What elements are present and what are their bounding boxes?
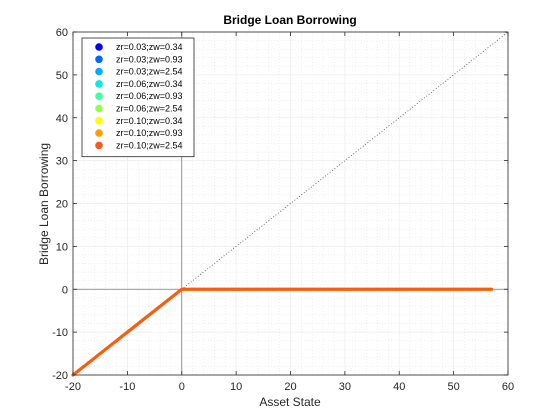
legend-entry: zr=0.03;zw=0.34 [116,42,183,52]
y-axis-ticks: -20 -10 0 10 20 30 40 50 60 [52,27,508,382]
x-axis-ticks: -20 -10 0 10 20 30 40 50 60 [65,32,514,393]
series-line [71,287,494,377]
legend-marker [95,55,103,64]
legend-marker [95,141,103,150]
legend-entry: zr=0.03;zw=0.93 [116,54,183,64]
y-tick-label: -20 [52,370,68,382]
y-tick-label: 10 [56,241,68,253]
x-tick-label: 40 [393,381,405,393]
legend-entry: zr=0.03;zw=2.54 [116,67,183,77]
x-tick-label: 10 [230,381,242,393]
legend-entry: zr=0.06;zw=0.34 [116,79,183,89]
reference-line-group [72,31,509,376]
legend-entry: zr=0.06;zw=0.93 [116,91,183,101]
y-tick-label: 50 [56,70,68,82]
legend-entry: zr=0.10;zw=0.93 [116,128,183,138]
legend: zr=0.03;zw=0.34 zr=0.03;zw=0.93 zr=0.03;zw… [81,37,195,158]
x-tick-label: 0 [179,381,185,393]
x-tick-label: 60 [502,381,514,393]
y-tick-label: -10 [52,327,68,339]
reference-line [72,31,509,376]
legend-marker [95,92,103,100]
series-9 [71,287,494,377]
y-tick-label: 20 [56,199,68,211]
legend-entry: zr=0.10;zw=2.54 [116,140,183,150]
y-tick-label: 30 [56,156,68,168]
legend-marker [95,129,103,137]
legend-marker [95,67,103,76]
legend-marker [95,117,103,125]
legend-entry: zr=0.10;zw=0.34 [116,116,183,126]
y-tick-label: 0 [62,284,68,296]
x-tick-label: -20 [65,381,81,393]
legend-entry: zr=0.06;zw=2.54 [116,104,183,114]
legend-marker [95,80,103,88]
x-tick-label: 50 [448,381,460,393]
x-axis-label: Asset State [259,395,321,409]
chart-title: Bridge Loan Borrowing [223,13,356,27]
x-tick-label: -10 [119,381,135,393]
y-axis-label: Bridge Loan Borrowing [37,143,51,265]
x-tick-label: 30 [339,381,351,393]
x-tick-label: 20 [284,381,296,393]
legend-marker [95,104,103,113]
y-tick-label: 40 [56,113,68,125]
y-tick-label: 60 [56,27,68,39]
series-layer [71,287,494,377]
legend-marker [95,43,103,51]
